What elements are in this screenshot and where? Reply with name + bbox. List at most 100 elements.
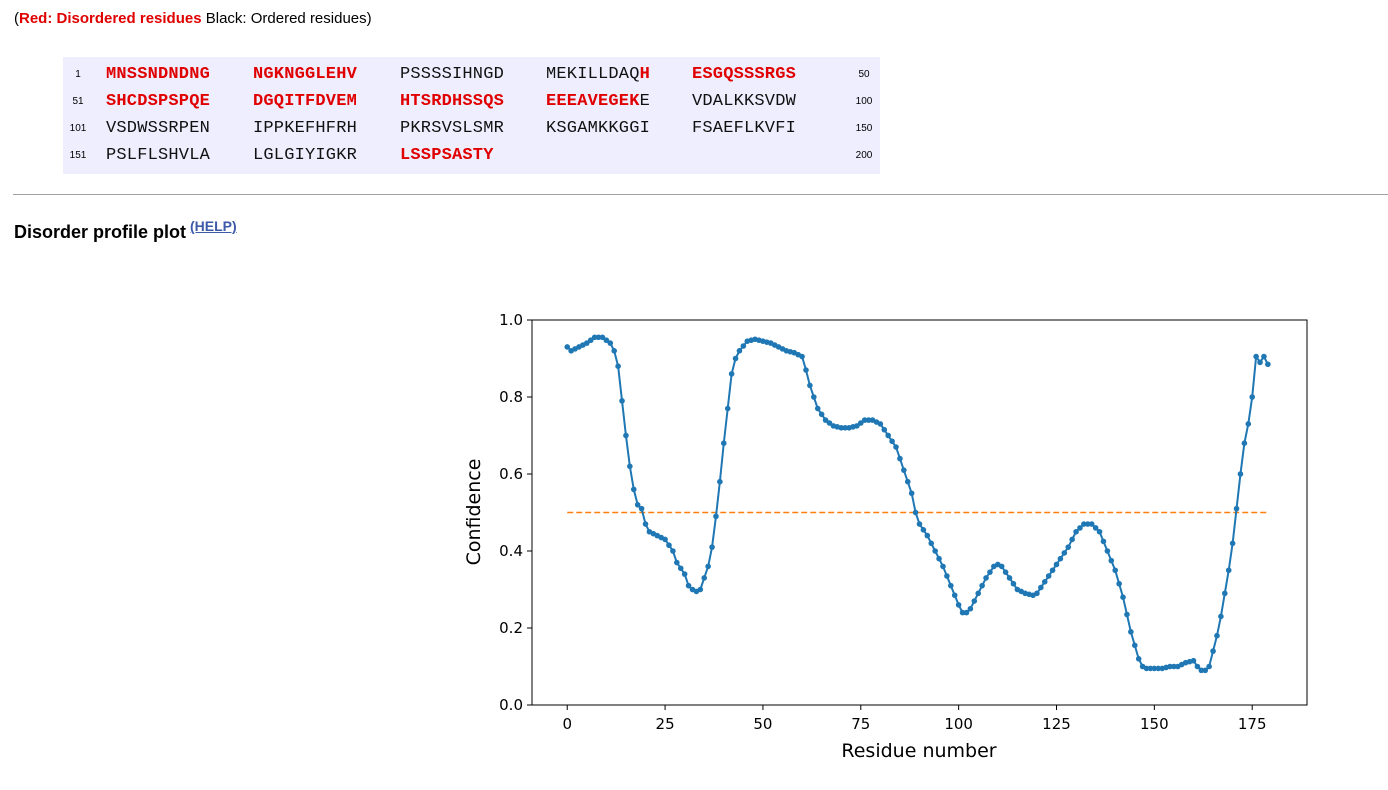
data-point: [701, 575, 708, 581]
y-tick-label: 0.0: [499, 696, 523, 714]
disorder-plot-heading: Disorder profile plot (HELP): [14, 218, 237, 243]
data-point: [901, 467, 907, 473]
data-point: [685, 582, 692, 589]
x-tick-label: 25: [656, 715, 675, 733]
data-point: [959, 609, 966, 616]
data-point: [979, 582, 985, 589]
data-point: [1222, 590, 1228, 597]
help-link[interactable]: (HELP): [190, 218, 237, 234]
sequence-block: NGKNGGLEHV: [253, 65, 357, 84]
legend-ordered-label: Black: Ordered residues): [201, 10, 372, 27]
data-point: [904, 478, 911, 485]
data-point: [642, 521, 649, 527]
ordered-residues: MEKILLDAQ: [546, 65, 640, 84]
section-title-text: Disorder profile plot: [14, 222, 187, 242]
data-point: [1155, 665, 1162, 672]
x-tick-label: 125: [1042, 715, 1071, 733]
data-point: [1131, 642, 1138, 649]
disordered-residues: DGQITFDVEM: [253, 92, 358, 111]
data-point: [1010, 580, 1017, 587]
data-point: [971, 598, 978, 604]
sequence-end-index: 150: [855, 123, 873, 134]
disordered-residues: NGKNGGLEHV: [253, 65, 358, 84]
sequence-row: 1 MNSSNDNDNG NGKNGGLEHV PSSSSIHNGD MEKILLDAQ…: [63, 60, 880, 87]
sequence-block: ESGQSSSRGS: [692, 65, 796, 84]
data-point: [638, 505, 645, 512]
x-tick-label: 50: [753, 715, 772, 733]
data-point: [877, 421, 884, 427]
data-point: [1112, 567, 1119, 574]
data-point: [1218, 613, 1224, 620]
data-point: [595, 334, 602, 341]
data-point: [1241, 440, 1248, 446]
y-tick-label: 0.8: [499, 388, 523, 406]
data-point: [1214, 632, 1220, 639]
data-point: [842, 425, 848, 431]
data-point: [897, 455, 903, 462]
data-point: [1045, 573, 1052, 579]
data-point: [818, 411, 825, 418]
sequence-end-index: 100: [855, 96, 873, 107]
data-point: [1006, 575, 1013, 581]
sequence-row: 151 PSLFLSHVLA LGLGIYIGKR LSSPSASTY 200: [63, 141, 880, 168]
data-point: [1147, 665, 1154, 672]
data-point: [1104, 548, 1111, 554]
data-point: [987, 569, 993, 575]
data-point: [603, 337, 610, 344]
data-point: [881, 426, 888, 433]
data-point: [666, 542, 672, 549]
data-point: [615, 363, 621, 369]
data-point: [807, 382, 813, 389]
data-point: [1210, 648, 1216, 654]
data-point: [1171, 663, 1177, 670]
sequence-start-index: 101: [69, 123, 87, 134]
y-axis-label: Confidence: [463, 459, 485, 566]
data-point: [634, 502, 641, 508]
ordered-residues: FSAEFLKVFI: [692, 119, 797, 138]
sequence-block: IPPKEFHFRH: [253, 119, 357, 138]
data-point: [1190, 657, 1197, 664]
data-point: [724, 405, 731, 412]
data-point: [854, 423, 860, 429]
sequence-block: PSSSSIHNGD: [400, 65, 504, 84]
sequence-end-index: 200: [855, 150, 873, 161]
data-point: [736, 348, 743, 354]
ordered-residues: PSLFLSHVLA: [106, 146, 211, 165]
sequence-block: PKRSVSLSMR: [400, 119, 504, 138]
data-point: [674, 559, 680, 566]
data-point: [951, 592, 958, 599]
data-point: [587, 337, 594, 344]
data-point: [885, 432, 891, 439]
data-point: [705, 563, 711, 570]
disordered-residues: HTSRDHSSQS: [400, 92, 505, 111]
data-point: [599, 334, 606, 341]
data-point: [1225, 567, 1232, 574]
data-point: [1229, 540, 1236, 547]
data-point: [803, 367, 809, 373]
ordered-residues: E: [639, 92, 651, 111]
x-tick-label: 100: [944, 715, 973, 733]
ordered-residues: LGLGIYIGKR: [253, 146, 358, 165]
data-point: [1096, 528, 1103, 535]
disorder-profile-plot: 0.0 0.2 0.4 0.6 0.8 1.0 0 25 50 75 100 125 150 175 R…: [463, 311, 1308, 762]
sequence-block: DGQITFDVEM: [253, 92, 357, 111]
sequence-block: MEKILLDAQH: [546, 65, 650, 84]
data-point: [1092, 525, 1099, 531]
data-point: [1253, 353, 1259, 360]
data-point: [983, 575, 989, 581]
disorder-legend: (Red: Disordered residues Black: Ordered…: [14, 10, 372, 27]
data-point: [955, 602, 962, 608]
data-point: [1233, 505, 1240, 512]
x-tick-label: 175: [1238, 715, 1267, 733]
data-point: [944, 573, 950, 579]
data-point: [607, 340, 614, 346]
data-point: [811, 394, 817, 400]
y-tick-label: 1.0: [499, 311, 523, 329]
ordered-residues: IPPKEFHFRH: [253, 119, 358, 138]
sequence-block: LSSPSASTY: [400, 146, 494, 165]
data-point: [1034, 590, 1040, 597]
ordered-residues: KSGAMKKGGI: [546, 119, 651, 138]
data-point: [1108, 557, 1115, 564]
data-point: [1194, 663, 1201, 670]
data-point: [1077, 525, 1083, 531]
